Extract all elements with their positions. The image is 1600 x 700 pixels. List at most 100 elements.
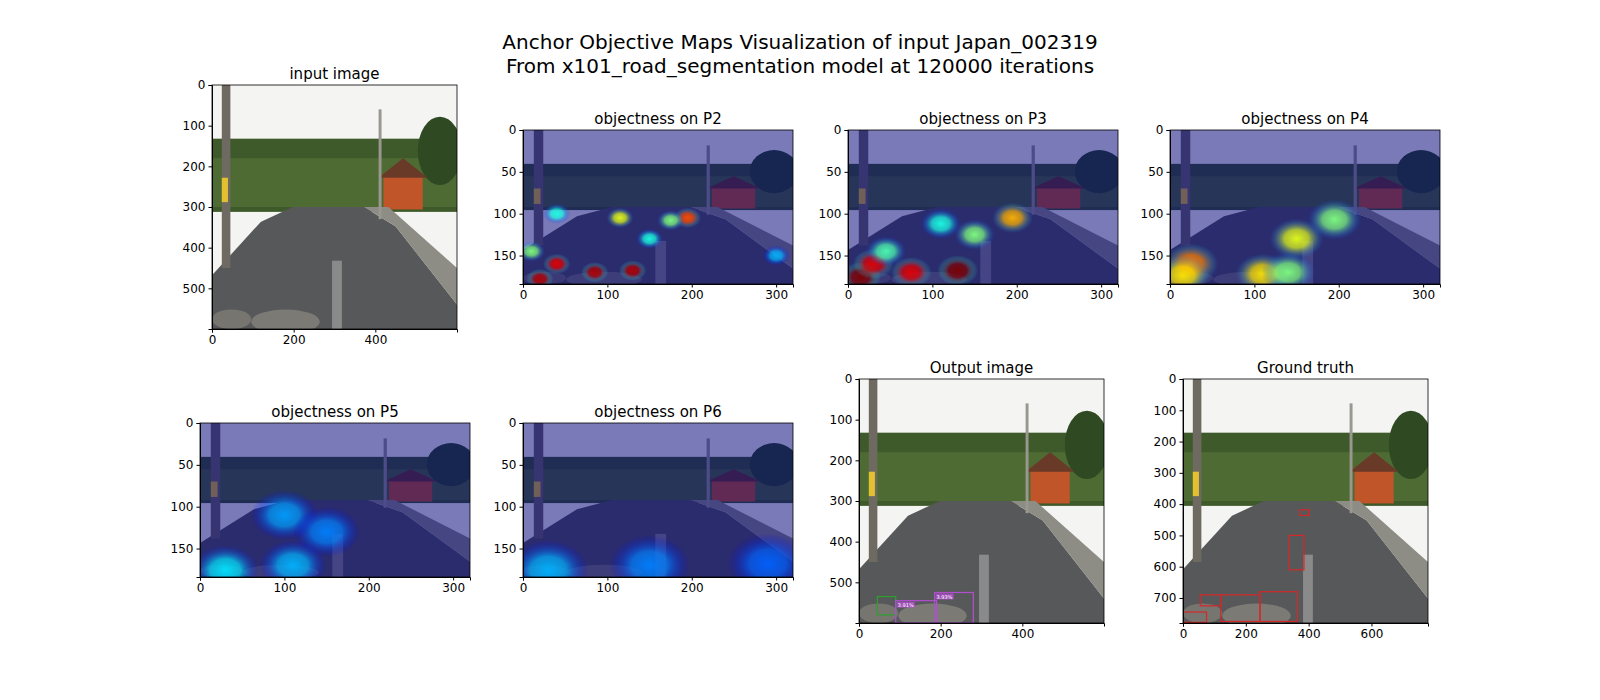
plot-area — [212, 85, 457, 329]
y-axis: 050100150 — [1141, 123, 1171, 284]
tick-mark — [520, 256, 524, 257]
scene — [212, 85, 457, 329]
y-axis: 0100200300400500600700 — [1154, 372, 1184, 623]
tick-mark — [1246, 623, 1247, 627]
tick: 100 — [494, 207, 523, 221]
tick: 0 — [834, 123, 848, 137]
tick-mark — [1167, 256, 1171, 257]
tick: 0 — [520, 577, 528, 595]
plot-area — [859, 379, 1104, 623]
tick-label: 50 — [501, 458, 516, 472]
tick-mark — [1167, 214, 1171, 215]
tick-label: 300 — [830, 494, 853, 508]
tick: 400 — [1011, 623, 1034, 641]
scene-part — [869, 379, 878, 562]
tick: 200 — [1154, 435, 1183, 449]
tick: 0 — [186, 416, 200, 430]
frame — [1170, 130, 1440, 284]
tick: 300 — [1090, 284, 1113, 302]
tick-mark — [209, 288, 213, 289]
tick: 150 — [494, 249, 523, 263]
tick-label: 100 — [1141, 207, 1164, 221]
y-axis: 050100150 — [494, 123, 524, 284]
tick-mark — [209, 207, 213, 208]
tick-label: 100 — [596, 581, 619, 595]
bounding-box — [1260, 592, 1298, 622]
tick-mark — [607, 577, 608, 581]
x-axis: 0100200300 — [520, 284, 794, 302]
tick-mark — [209, 248, 213, 249]
box-label: 3.93% — [937, 594, 953, 600]
tick: 50 — [501, 165, 523, 179]
plot-area — [1183, 379, 1428, 623]
tick-label: 0 — [186, 416, 194, 430]
tick: 300 — [765, 577, 788, 595]
bounding-box — [1300, 510, 1309, 516]
hotspot — [937, 255, 978, 284]
scene-part — [859, 501, 1104, 623]
tick: 100 — [183, 119, 212, 133]
box-label-bg — [897, 602, 915, 608]
hotspot — [259, 540, 327, 577]
scene-part — [379, 158, 428, 178]
tick-label: 300 — [1412, 288, 1435, 302]
tick-mark — [197, 423, 201, 424]
plot-area — [523, 130, 793, 284]
tick-mark — [845, 214, 849, 215]
scene-part — [384, 175, 423, 209]
scene-part — [869, 472, 875, 496]
panel-title: Output image — [930, 359, 1034, 377]
tick-label: 100 — [830, 413, 853, 427]
tick: 600 — [1154, 560, 1183, 574]
panel: 3.91%3.93%02004000100200300400500Output … — [830, 359, 1109, 641]
tick-mark — [209, 85, 213, 86]
scene-part — [212, 309, 251, 329]
tick: 200 — [1235, 623, 1258, 641]
axis-line — [849, 285, 1119, 288]
x-axis: 0100200300 — [197, 577, 471, 595]
tick-mark — [284, 577, 285, 581]
scene-part — [859, 603, 898, 623]
tick-mark — [294, 329, 295, 333]
tick: 100 — [596, 284, 619, 302]
tick: 150 — [494, 542, 523, 556]
hotspot — [200, 545, 259, 577]
tick: 300 — [830, 494, 859, 508]
axis-line — [520, 424, 524, 578]
tick-mark — [856, 501, 860, 502]
tick-label: 0 — [198, 78, 206, 92]
scene-part — [1011, 501, 1104, 599]
tick-label: 50 — [501, 165, 516, 179]
tick-mark — [776, 577, 777, 581]
scene-part — [1350, 452, 1399, 472]
tick-mark — [845, 172, 849, 173]
tick-label: 200 — [1235, 627, 1258, 641]
scene-part — [212, 207, 457, 329]
tick: 0 — [1156, 123, 1170, 137]
tick-mark — [520, 214, 524, 215]
tick-label: 0 — [197, 581, 205, 595]
bounding-box — [1221, 595, 1260, 622]
panel: 0100200300050100150objectness on P4 — [1141, 110, 1446, 302]
axis-line — [1171, 285, 1441, 288]
hotspot — [1308, 199, 1362, 240]
tick-mark — [856, 460, 860, 461]
tick-label: 100 — [494, 500, 517, 514]
tick: 100 — [1154, 404, 1183, 418]
tick: 100 — [273, 577, 296, 595]
tick: 200 — [1328, 284, 1351, 302]
tick: 200 — [681, 284, 704, 302]
tick-label: 0 — [1169, 372, 1177, 386]
axis-line — [845, 131, 849, 285]
tick-label: 0 — [1180, 627, 1188, 641]
hotspot — [543, 204, 570, 224]
tick: 300 — [442, 577, 465, 595]
tick: 200 — [830, 454, 859, 468]
panel: 0100200300050100150objectness on P6 — [494, 403, 809, 601]
tick: 500 — [183, 282, 212, 296]
tick-label: 150 — [494, 542, 517, 556]
tick-label: 300 — [183, 200, 206, 214]
panel-title: Ground truth — [1257, 359, 1354, 377]
tick: 50 — [826, 165, 848, 179]
tick: 200 — [283, 329, 306, 347]
